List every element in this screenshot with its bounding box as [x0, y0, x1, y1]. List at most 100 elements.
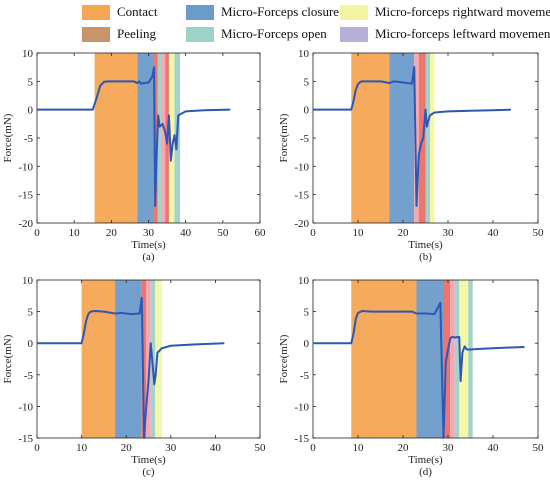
legend-label: Micro-forceps rightward movement — [375, 4, 550, 19]
y-tick-label: -15 — [294, 433, 309, 445]
x-tick-label: 20 — [398, 442, 410, 454]
chart-panel: 0 10 20 30 40 50 -20 -15 -10 -5 0 5 10 Time(s)(b) Forc… — [278, 48, 544, 263]
x-tick-label: 20 — [106, 227, 118, 239]
x-tick-label: 0 — [310, 442, 316, 454]
x-tick-label: 50 — [217, 227, 229, 239]
x-axis-label: Time(s) — [131, 454, 166, 466]
y-tick-label: 0 — [28, 105, 34, 117]
x-tick-label: 10 — [76, 442, 88, 454]
x-tick-label: 40 — [488, 442, 500, 454]
phase-band-closure — [115, 280, 142, 438]
y-tick-label: -20 — [294, 218, 309, 230]
y-tick-label: -5 — [300, 133, 310, 145]
y-tick-label: -5 — [300, 370, 310, 382]
phase-band-pink — [161, 53, 166, 223]
phase-band-closure — [389, 53, 415, 223]
legend-label: Peeling — [117, 26, 156, 41]
y-axis-label: Force(mN) — [278, 334, 290, 383]
x-axis-label: Time(s) — [131, 239, 166, 251]
x-tick-label: 40 — [180, 227, 192, 239]
legend-item-peeling: Peeling — [82, 25, 156, 43]
panel-caption: (c) — [142, 466, 155, 478]
x-tick-label: 20 — [121, 442, 133, 454]
phase-band-open — [157, 53, 162, 223]
y-tick-label: 0 — [304, 338, 310, 350]
y-tick-label: 10 — [22, 275, 34, 287]
legend-item-closure: Micro-Forceps closure — [186, 3, 339, 21]
x-tick-label: 50 — [255, 442, 267, 454]
legend-label: Micro-Forceps open — [221, 26, 327, 41]
y-axis-label: Force(mN) — [2, 334, 14, 383]
phase-band-pink — [414, 53, 419, 223]
phase-band-pink — [450, 280, 455, 438]
legend-swatch — [82, 4, 110, 20]
force-series-line — [313, 66, 512, 207]
phase-band-right — [430, 53, 435, 223]
x-tick-label: 40 — [488, 227, 500, 239]
legend-label: Contact — [117, 4, 158, 19]
legend-swatch — [82, 26, 110, 42]
y-tick-label: 5 — [28, 307, 34, 319]
force-series-line — [37, 66, 231, 207]
legend: Contact Peeling Micro-Forceps closure Mi… — [0, 0, 550, 46]
legend-swatch — [340, 26, 368, 42]
x-axis-label: Time(s) — [408, 454, 443, 466]
phase-band-red — [154, 53, 158, 223]
phase-band-closure — [137, 53, 155, 223]
x-tick-label: 40 — [210, 442, 222, 454]
force-series-line — [37, 296, 225, 439]
panel-caption: (a) — [142, 251, 155, 263]
y-tick-label: 5 — [304, 76, 310, 88]
y-tick-label: 0 — [304, 105, 310, 117]
legend-item-open: Micro-Forceps open — [186, 25, 327, 43]
phase-band-red — [418, 53, 426, 223]
y-tick-label: -15 — [18, 190, 33, 202]
chart-panel: 0 10 20 30 40 50 -15 -10 -5 0 5 10 Time(s)(d) Force(m… — [278, 275, 544, 478]
x-tick-label: 0 — [34, 227, 40, 239]
plot-frame — [36, 279, 261, 439]
panel-caption: (d) — [419, 466, 432, 478]
panel-caption: (b) — [419, 251, 432, 263]
phase-band-red — [141, 280, 147, 438]
y-axis-label: Force(mN) — [2, 113, 14, 162]
x-tick-label: 30 — [165, 442, 177, 454]
phase-band-right — [168, 53, 175, 223]
phase-band-open — [425, 53, 430, 223]
legend-item-rightward: Micro-forceps rightward movement — [340, 3, 550, 21]
x-tick-label: 10 — [69, 227, 81, 239]
y-tick-label: 10 — [298, 275, 310, 287]
phase-band-pink — [146, 280, 151, 438]
force-series-line — [313, 301, 525, 439]
chart-panel: 0 10 20 30 40 50 -15 -10 -5 0 5 10 Time(s)(c) Force(m… — [2, 275, 266, 478]
y-tick-label: -5 — [24, 370, 34, 382]
y-tick-label: -15 — [294, 190, 309, 202]
x-tick-label: 20 — [398, 227, 410, 239]
plot-frame — [312, 279, 539, 439]
legend-item-leftward: Micro-forceps leftward movement — [340, 25, 550, 43]
legend-label: Micro-forceps leftward movement — [375, 26, 550, 41]
phase-band-open — [454, 280, 460, 438]
y-tick-label: -15 — [18, 433, 33, 445]
legend-swatch — [186, 4, 214, 20]
x-tick-label: 0 — [310, 227, 316, 239]
y-tick-label: -10 — [294, 401, 309, 413]
y-tick-label: -10 — [18, 161, 33, 173]
y-tick-label: 0 — [28, 338, 34, 350]
phase-band-contact — [351, 53, 390, 223]
phase-band-contact — [94, 53, 138, 223]
x-tick-label: 50 — [533, 227, 545, 239]
y-tick-label: 5 — [28, 76, 34, 88]
legend-item-contact: Contact — [82, 3, 157, 21]
y-tick-label: 5 — [304, 307, 310, 319]
y-tick-label: 10 — [298, 48, 310, 60]
x-axis-label: Time(s) — [408, 239, 443, 251]
x-tick-label: 10 — [353, 227, 365, 239]
y-tick-label: -10 — [18, 401, 33, 413]
x-tick-label: 60 — [255, 227, 267, 239]
y-tick-label: 10 — [22, 48, 34, 60]
legend-swatch — [186, 26, 214, 42]
x-tick-label: 10 — [353, 442, 365, 454]
x-tick-label: 0 — [34, 442, 40, 454]
x-tick-label: 30 — [143, 227, 155, 239]
